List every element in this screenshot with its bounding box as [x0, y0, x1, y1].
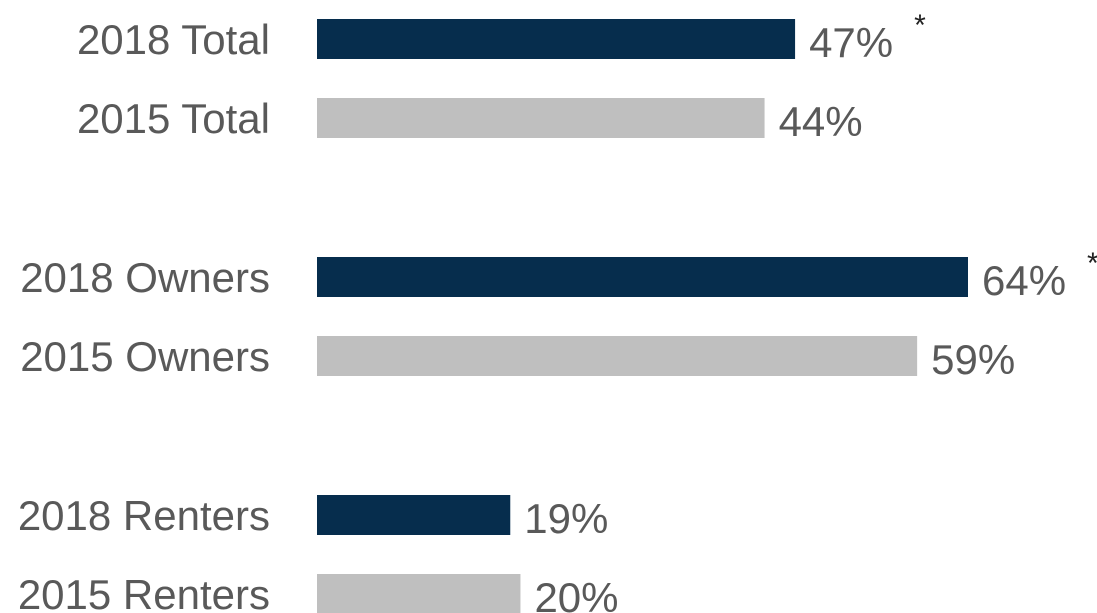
bar-2015-total [317, 98, 765, 138]
significance-marker: * [1087, 247, 1097, 280]
bar-2018-renters [317, 495, 511, 535]
bar-2015-renters [317, 574, 521, 613]
bars-group [317, 19, 968, 613]
value-label: 64% [982, 257, 1066, 304]
category-label: 2015 Renters [18, 571, 270, 613]
value-label: 47% [809, 19, 893, 66]
value-label: 44% [779, 98, 863, 145]
bar-2015-owners [317, 336, 918, 376]
category-label: 2018 Total [77, 16, 270, 63]
category-label: 2015 Owners [20, 333, 270, 380]
labels-group: 2018 Total 47% * 2015 Total 44% 2018 Owners 64… [18, 9, 1097, 613]
significance-marker: * [914, 9, 926, 42]
bar-2018-owners [317, 257, 968, 297]
value-label: 19% [524, 495, 608, 542]
value-label: 59% [931, 336, 1015, 383]
category-label: 2018 Renters [18, 492, 270, 539]
bar-2018-total [317, 19, 796, 59]
value-label: 20% [534, 574, 618, 613]
category-label: 2018 Owners [20, 254, 270, 301]
category-label: 2015 Total [77, 95, 270, 142]
